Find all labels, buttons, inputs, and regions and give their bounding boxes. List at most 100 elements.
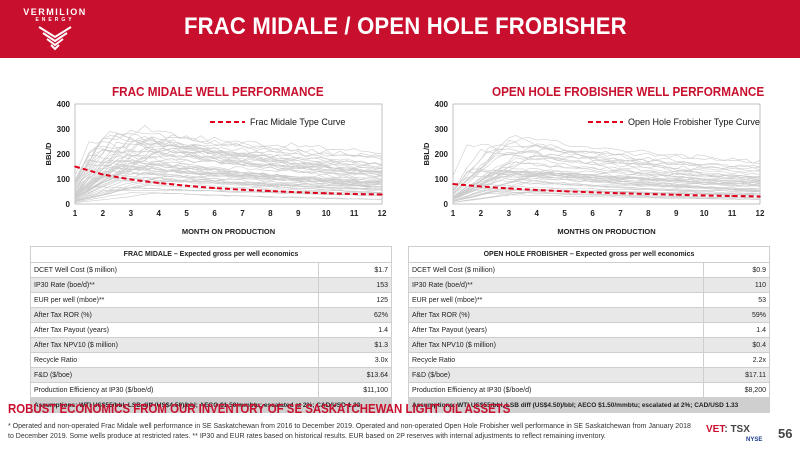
x-tick-label: 12 — [756, 209, 765, 218]
type-curve-point — [703, 194, 705, 197]
y-axis-label: BBL/D — [422, 142, 431, 165]
ticker-tsx: : TSX — [724, 424, 750, 435]
row-label: After Tax NPV10 ($ million) — [408, 337, 704, 353]
well-trace-line — [452, 193, 761, 202]
type-curve-line — [74, 165, 383, 196]
row-value: $17.11 — [702, 367, 771, 383]
well-trace-line — [452, 166, 761, 198]
right-chart-title: OPEN HOLE FROBISHER WELL PERFORMANCE — [492, 84, 765, 99]
well-trace-line — [74, 144, 383, 197]
well-trace-line — [74, 170, 383, 196]
well-trace-line — [74, 135, 383, 186]
well-trace-line — [452, 144, 761, 191]
row-label: Recycle Ratio — [408, 352, 704, 368]
well-trace-line — [452, 189, 761, 200]
logo-chevron-icon — [38, 26, 72, 51]
well-trace-line — [74, 159, 383, 188]
page-number: 56 — [778, 426, 793, 441]
well-trace-line — [452, 156, 761, 199]
footnote: * Operated and non-operated Frac Midale … — [8, 423, 691, 440]
y-tick-label: 200 — [435, 150, 449, 159]
x-tick-label: 9 — [296, 209, 301, 218]
row-value: $13.64 — [318, 367, 392, 383]
row-value: 53 — [702, 292, 771, 308]
well-trace-line — [74, 180, 383, 202]
table-row: After Tax ROR (%) 59% — [408, 307, 771, 323]
well-trace-line — [452, 176, 761, 199]
well-trace-line — [452, 191, 761, 202]
x-tick-label: 5 — [184, 209, 189, 218]
row-label: EUR per well (mboe)** — [29, 292, 320, 308]
well-trace-line — [452, 168, 761, 200]
ticker-nyse: NYSE — [746, 437, 763, 443]
vermilion-logo: VERMILION ENERGY — [0, 0, 110, 58]
x-tick-label: 1 — [451, 209, 456, 218]
row-label: After Tax Payout (years) — [408, 322, 704, 338]
type-curve-point — [213, 187, 216, 189]
well-trace-line — [74, 180, 383, 200]
y-tick-label: 100 — [435, 175, 449, 184]
table-row: Production Efficiency at IP30 ($/boe/d) $… — [29, 382, 392, 398]
well-trace-line — [452, 149, 761, 189]
row-value: 110 — [702, 277, 771, 293]
logo-word-bottom: ENERGY — [35, 17, 75, 23]
row-label: After Tax NPV10 ($ million) — [29, 337, 320, 353]
type-curve-point — [675, 193, 678, 196]
well-trace-line — [74, 160, 383, 199]
table-row: Recycle Ratio 3.0x — [29, 352, 392, 368]
type-curve-point — [130, 178, 132, 181]
y-tick-label: 0 — [444, 200, 449, 209]
type-curve-point — [381, 193, 383, 196]
x-tick-label: 9 — [674, 209, 679, 218]
well-trace-line — [452, 169, 761, 201]
type-curve-line — [452, 183, 761, 198]
y-tick-label: 0 — [66, 200, 71, 209]
type-curve-point — [353, 193, 355, 195]
type-curve-point — [647, 193, 650, 195]
table-row: Recycle Ratio 2.2x — [408, 352, 771, 368]
x-tick-label: 6 — [212, 209, 217, 218]
well-trace-line — [452, 146, 761, 199]
row-label: F&D ($/boe) — [408, 367, 704, 383]
x-tick-label: 2 — [479, 209, 484, 218]
logo-word-top: VERMILION — [23, 7, 87, 17]
x-tick-label: 12 — [378, 209, 387, 218]
ticker-vet: VET — [706, 424, 725, 435]
well-traces — [452, 135, 761, 203]
x-axis-label: MONTHS ON PRODUCTION — [557, 227, 655, 236]
table-row: After Tax ROR (%) 62% — [29, 307, 392, 323]
x-tick-label: 1 — [73, 209, 78, 218]
row-value: 125 — [318, 292, 392, 308]
row-value: 62% — [318, 307, 392, 323]
row-label: IP30 Rate (boe/d)** — [408, 277, 704, 293]
row-label: After Tax ROR (%) — [29, 307, 320, 323]
row-value: $11,100 — [318, 382, 392, 398]
row-value: $0.4 — [702, 337, 771, 353]
type-curve-point — [480, 185, 482, 188]
well-trace-line — [74, 170, 383, 199]
well-traces — [74, 124, 383, 204]
row-value: 153 — [318, 277, 392, 293]
well-trace-line — [74, 176, 382, 201]
x-tick-label: 4 — [157, 209, 162, 218]
table-row: After Tax NPV10 ($ million) $1.3 — [29, 337, 392, 353]
x-tick-label: 11 — [728, 209, 737, 218]
exchange-listing: VET: TSX — [706, 424, 750, 435]
well-trace-line — [452, 141, 761, 194]
type-curve-point — [297, 191, 300, 194]
y-tick-label: 100 — [57, 175, 71, 184]
table-header: FRAC MIDALE – Expected gross per well ec… — [30, 246, 392, 263]
type-curve-point — [508, 187, 510, 190]
y-tick-label: 400 — [57, 100, 71, 109]
chart-legend: Frac Midale Type Curve — [210, 117, 345, 127]
row-value: $1.3 — [318, 337, 392, 353]
table-row: F&D ($/boe) $17.11 — [408, 367, 771, 383]
row-label: EUR per well (mboe)** — [408, 292, 704, 308]
table-header: OPEN HOLE FROBISHER – Expected gross per… — [408, 246, 770, 263]
well-trace-line — [74, 124, 383, 193]
table-row: IP30 Rate (boe/d)** 110 — [408, 277, 771, 293]
x-tick-label: 3 — [507, 209, 512, 218]
y-axis-label: BBL/D — [44, 142, 53, 165]
